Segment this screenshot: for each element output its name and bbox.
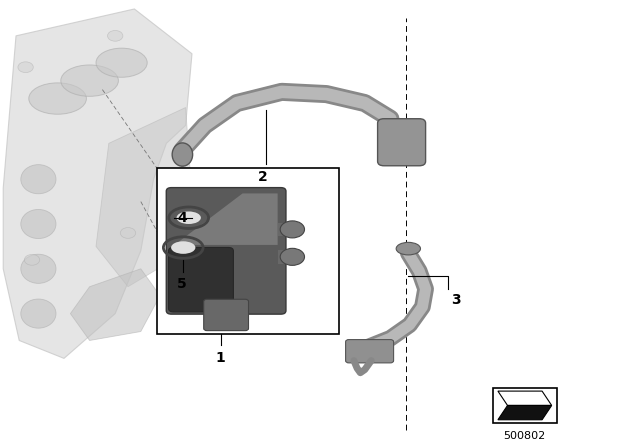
Text: 4: 4 (178, 211, 188, 225)
Ellipse shape (20, 209, 56, 238)
Polygon shape (70, 269, 160, 340)
Ellipse shape (61, 65, 118, 96)
FancyBboxPatch shape (166, 188, 286, 314)
Text: 5: 5 (177, 277, 187, 291)
Ellipse shape (171, 241, 195, 254)
Bar (493, 388, 557, 423)
Circle shape (120, 228, 136, 238)
Text: 1: 1 (216, 351, 226, 365)
Polygon shape (96, 108, 192, 287)
Bar (278, 223, 294, 236)
Polygon shape (3, 9, 192, 358)
Polygon shape (498, 391, 552, 405)
Ellipse shape (172, 143, 193, 166)
Ellipse shape (20, 299, 56, 328)
Ellipse shape (29, 83, 86, 114)
FancyBboxPatch shape (378, 119, 426, 166)
Circle shape (18, 62, 33, 73)
Circle shape (108, 30, 123, 41)
Text: 500802: 500802 (504, 431, 546, 441)
FancyBboxPatch shape (204, 299, 248, 331)
Circle shape (24, 254, 40, 265)
Ellipse shape (280, 248, 305, 265)
Ellipse shape (280, 221, 305, 238)
Ellipse shape (177, 211, 201, 224)
Text: 2: 2 (257, 170, 268, 184)
Ellipse shape (20, 165, 56, 194)
Bar (278, 250, 294, 263)
Polygon shape (175, 194, 278, 245)
Ellipse shape (396, 242, 420, 255)
Bar (157, 168, 339, 334)
Ellipse shape (20, 254, 56, 283)
Text: 3: 3 (451, 293, 461, 307)
FancyBboxPatch shape (168, 247, 234, 312)
Polygon shape (498, 405, 552, 420)
Ellipse shape (96, 48, 147, 77)
FancyBboxPatch shape (346, 340, 394, 363)
